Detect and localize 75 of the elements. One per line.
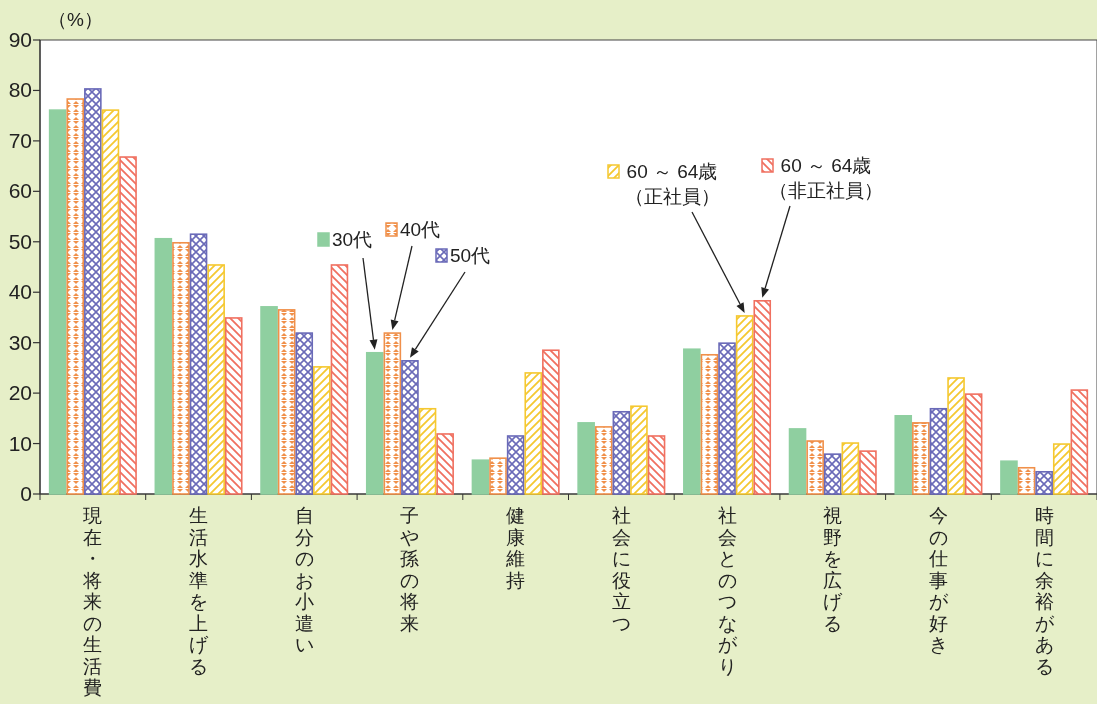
bar [718,342,736,495]
bar [66,98,85,495]
y-tick-label: 30 [8,330,32,354]
bar [841,442,860,495]
bar [823,453,842,495]
bar [647,435,666,495]
bar [594,426,613,495]
x-tick-label: 生活水準を上げる [189,505,210,677]
category-label: 現在・将来の生活費 [83,505,103,698]
bar [313,366,331,495]
bar [1070,389,1089,495]
x-tick-label: 社会とのつながり [717,505,738,677]
bar [436,433,454,495]
bar [260,306,278,495]
bar [506,435,525,495]
bar [947,377,965,495]
bar [277,309,296,495]
bar [612,410,631,495]
bar [365,351,384,495]
legend-label: 60 ～ 64歳（正社員） [624,161,720,207]
bar [894,415,913,495]
x-tick-label: 健康維持 [505,505,526,591]
bar [683,348,701,495]
bar [577,422,595,495]
bar [788,428,807,495]
legend-label: 60 ～ 64歳（非正社員） [769,155,883,201]
x-tick-label: 社会に役立つ [611,505,631,634]
bar [542,349,560,495]
bar [735,315,754,495]
legend-label: 50代 [449,245,491,266]
bar [224,317,243,495]
bar [1052,443,1071,495]
bar [700,353,719,495]
bar [101,109,120,495]
bar [84,88,102,495]
x-tick-label: 視野を広げる [823,505,844,634]
x-tick-label: 自分のお小遣い [294,505,314,655]
y-tick-label: 80 [8,78,32,102]
bar [630,405,648,495]
x-tick-label: 子や孫の将来 [399,505,420,634]
bar [207,264,225,495]
bar [964,393,983,495]
bar [172,241,190,495]
y-tick-label: 70 [8,128,32,152]
bar [189,233,208,495]
legend-label: 30代 [331,229,373,250]
y-tick-label: 10 [8,431,32,455]
y-tick-label: 60 [8,179,32,203]
bar [471,459,490,495]
bar [154,237,173,495]
bar [383,332,402,495]
bar [418,407,437,495]
bar [119,156,137,495]
bar [1017,466,1036,495]
bar [524,372,543,495]
bar [929,407,948,495]
bar [1035,471,1053,495]
y-tick-label: 40 [8,280,32,304]
y-axis-title: （%） [48,9,103,30]
bar [859,450,877,495]
y-tick-label: 50 [8,229,32,253]
y-tick-label: 0 [20,482,32,505]
x-tick-label: 今の仕事が好き [927,505,949,655]
bar [295,332,314,495]
y-tick-label: 90 [8,28,32,51]
bar [489,457,507,495]
bar [48,109,67,495]
x-tick-label: 時間に余裕がある [1034,505,1055,677]
bar [1000,460,1018,495]
bar [912,422,930,495]
legend-label: 40代 [399,219,441,240]
bar [330,264,349,495]
bar [806,440,824,495]
y-tick-label: 20 [8,381,32,405]
bar [753,300,772,495]
